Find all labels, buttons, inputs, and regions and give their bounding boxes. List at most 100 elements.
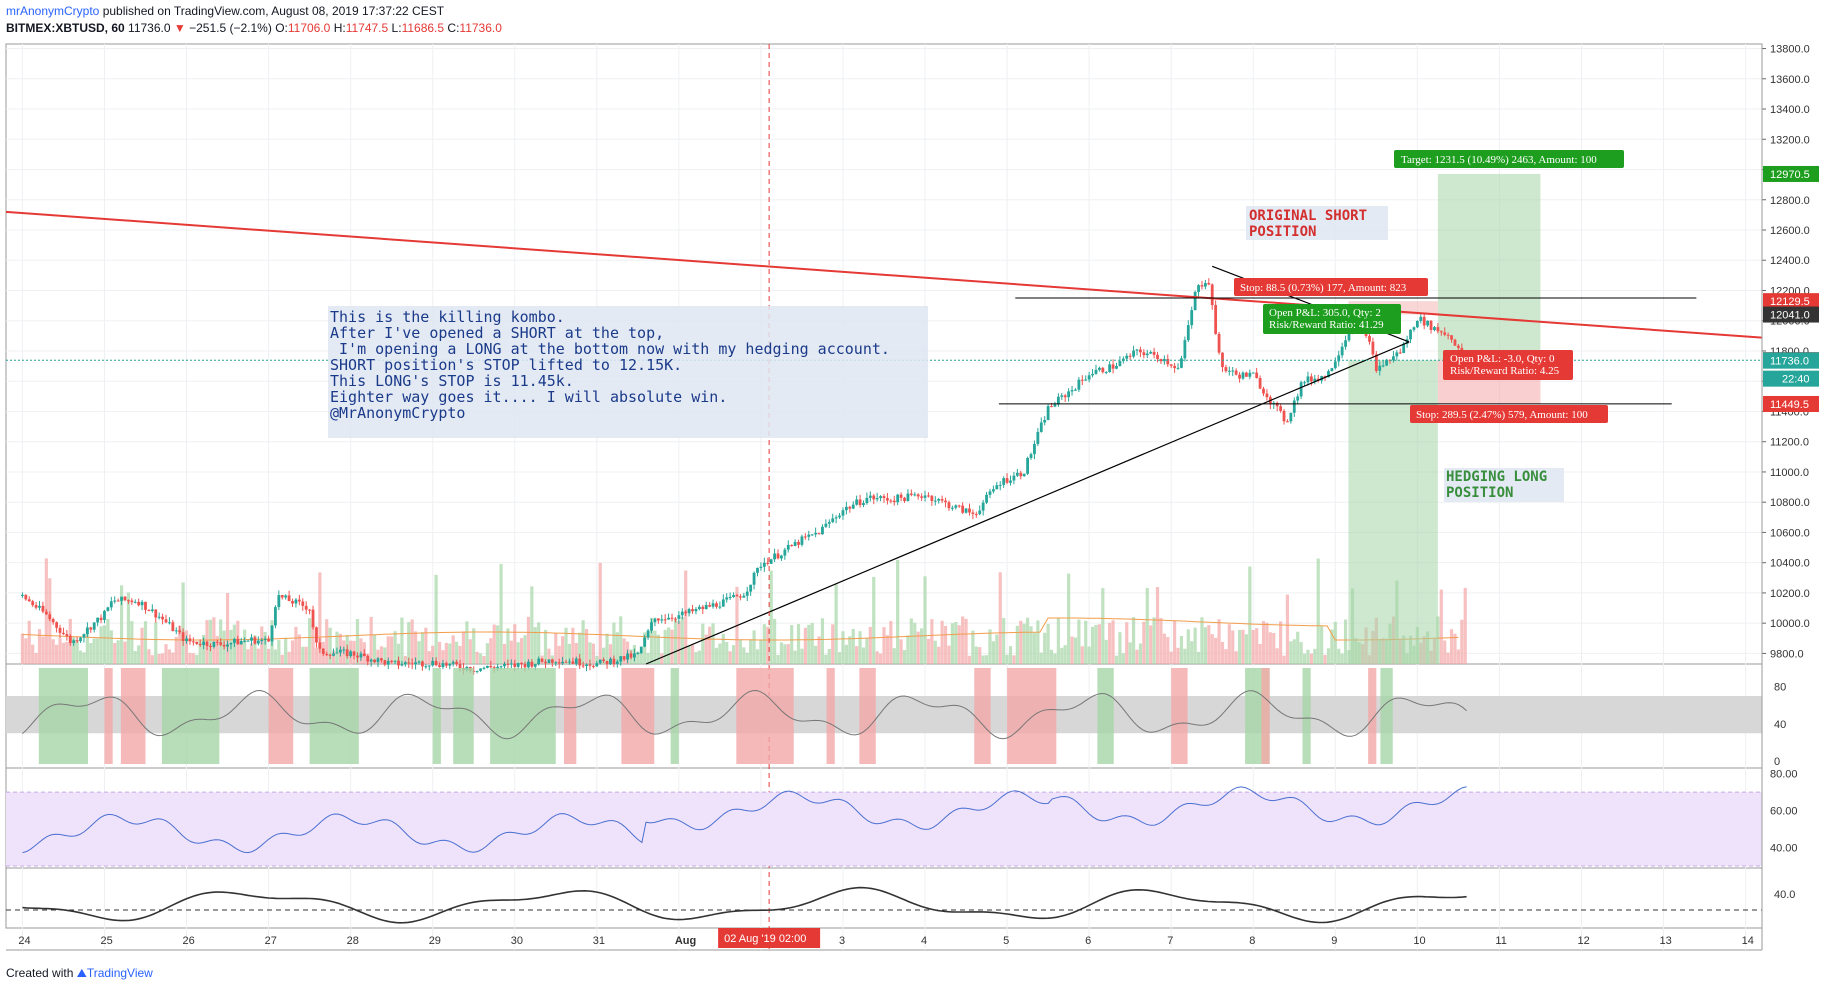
tradingview-logo-icon[interactable]: ⛰ [76,966,87,980]
volume-bar [256,648,260,664]
osc1-band [6,695,1762,734]
candle-body [232,638,236,643]
candle-body [291,601,294,604]
candle-body [274,607,277,626]
volume-bar [533,627,537,664]
y-tick-label: 10800.0 [1770,497,1810,509]
volume-bar [1131,617,1136,664]
candle-body [154,609,158,618]
osc1-bear-zone [1368,668,1377,764]
candle-body [728,596,732,598]
candle-body [260,639,264,641]
volume-bar [106,618,110,664]
candle-body [1180,358,1183,368]
trend-drawings[interactable] [5,44,1763,950]
candle-body [174,630,178,632]
volume-bar [20,633,25,664]
osc1-bear-zone [736,668,794,764]
volume-bar [1104,639,1108,664]
volume-bar [1224,649,1228,664]
volume-bar [1039,652,1043,664]
volume-bar [31,644,35,664]
volume-bar [718,643,722,664]
volume-bar [663,629,667,664]
volume-bar [1053,653,1057,664]
volume-bar [984,655,989,664]
volume-bar [167,649,172,664]
candle-body [304,605,308,610]
candle-body [113,600,117,602]
volume-bar [608,644,613,664]
volume-bar [834,584,838,664]
x-tick-label: 6 [1085,935,1091,947]
volume-bar [1036,620,1040,664]
volume-bar [742,647,746,664]
candle-body [1241,372,1245,379]
candle-body [250,637,253,641]
volume-bar [1268,632,1272,664]
candle-body [810,534,814,536]
volume-bar [1323,654,1327,664]
volume-bar [858,631,862,664]
last-price: 11736.0 [128,21,171,35]
volume-bar [444,642,448,664]
candle-body [612,658,616,664]
volume-bar [1063,645,1067,664]
volume-bar [598,562,602,664]
volume-bar [369,616,373,664]
publish-info: mrAnonymCrypto published on TradingView.… [6,4,444,18]
candle-body [58,627,62,633]
candle-body [123,596,127,601]
volume-bar [639,653,643,664]
volume-bar [96,638,100,664]
candle-body [202,641,206,646]
annotation-line: SHORT position's STOP lifted to 12.15K. [330,356,682,374]
candle-body [550,659,554,663]
volume-bar [1316,558,1320,664]
candle-body [332,653,335,656]
candle-body [171,622,175,632]
candle-body [1063,395,1067,398]
candle-body [937,499,941,501]
volume-bar [379,646,384,664]
volume-bar [89,643,93,664]
volume-bar [998,572,1002,664]
author-link[interactable]: mrAnonymCrypto [6,4,100,18]
long-pnl-line: Open P&L: -3.0, Qty: 0 [1450,353,1555,365]
volume-bar [1142,621,1146,664]
candle-body [1080,379,1084,381]
volume-bar [937,646,941,664]
volume-bar [65,641,69,664]
volume-bar [981,655,985,664]
short-pnl-line: Risk/Reward Ratio: 41.29 [1269,319,1384,331]
volume-bar [24,638,28,664]
x-tick-label: 7 [1167,935,1173,947]
volume-bar [1279,621,1283,664]
tradingview-brand[interactable]: TradingView [86,966,153,980]
volume-bar [1015,625,1019,664]
symbol-name[interactable]: BITMEX:XBTUSD, 60 [6,21,125,35]
candle-body [24,594,28,600]
volume-bar [1241,629,1245,664]
open-label: O: [275,21,288,35]
candle-body [523,664,527,668]
volume-bar [1152,617,1156,664]
candle-body [721,599,725,607]
candle-body [21,594,24,596]
osc1-bear-zone [120,668,146,764]
long-target-zone [1437,173,1541,361]
volume-bar [1190,641,1194,664]
volume-bar [1166,637,1170,664]
volume-bar [1029,626,1033,664]
volume-bar [526,616,531,664]
candle-body [1265,393,1269,398]
osc2-tick-label: 60.00 [1770,806,1798,818]
osc1-bull-zone [309,668,359,764]
volume-bar [745,652,749,664]
candle-body [564,661,568,663]
volume-bar [1299,642,1303,664]
candle-body [1371,341,1375,355]
candle-body [957,505,961,507]
volume-bar [260,626,264,664]
